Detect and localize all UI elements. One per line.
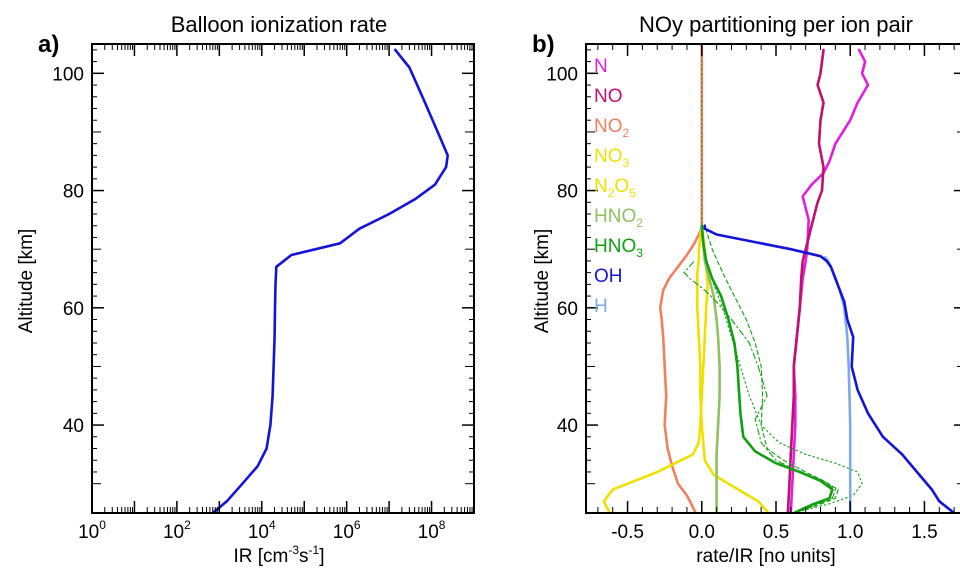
y-tick-label-a-1: 60: [63, 299, 84, 320]
series-line-b-5: [700, 224, 721, 513]
panel-b-noy-partitioning: b) NOy partitioning per ion pair Altitud…: [532, 12, 960, 567]
panel-label-b: b): [532, 31, 555, 58]
tick-group-a: 100 102 104 106 108 40 60 80 100: [52, 44, 474, 543]
legend-entry-6: HNO3: [594, 236, 643, 260]
series-line-b-9: [701, 44, 863, 513]
legend-entry-8: H: [594, 296, 608, 317]
x-tick-label-a-3: 106: [333, 518, 361, 543]
x-axis-label-b: rate/IR [no units]: [696, 546, 835, 567]
x-tick-label-b-0: -0.5: [611, 522, 644, 543]
series-line-b-1: [786, 48, 825, 513]
legend-entry-1: NO: [594, 86, 623, 107]
series-line-b-10: [823, 256, 852, 513]
y-tick-label-a-2: 80: [63, 182, 84, 203]
y-tick-label-b-1: 60: [557, 299, 578, 320]
series-line-b-8: [683, 260, 836, 513]
series-line-b-7: [704, 225, 839, 513]
legend-entry-2: NO2: [594, 116, 630, 140]
series-line-a-0: [211, 48, 450, 513]
series-group-a: [211, 48, 450, 513]
chart-title-a: Balloon ionization rate: [171, 12, 387, 37]
legend-entry-4: N2O5: [594, 176, 636, 200]
y-axis-label-b: Altitude [km]: [532, 229, 553, 334]
x-tick-label-b-4: 1.5: [911, 522, 937, 543]
y-axis-label-a: Altitude [km]: [16, 229, 37, 334]
legend-b: N NO NO2 NO3 N2O5 HNO2 HNO3 OH H: [594, 56, 643, 317]
y-tick-label-b-2: 80: [557, 182, 578, 203]
tick-group-b: -0.5 0.0 0.5 1.0 1.5 40 60 80 100: [546, 44, 960, 543]
series-line-b-2: [658, 44, 704, 513]
series-line-b-3: [695, 224, 770, 513]
series-line-b-11: [703, 224, 956, 513]
x-axis-label-a: IR [cm-3s-1]: [233, 543, 324, 567]
y-tick-label-a-3: 100: [52, 64, 84, 85]
legend-entry-3: NO3: [594, 146, 630, 170]
y-tick-label-b-3: 100: [546, 64, 578, 85]
x-tick-label-a-1: 102: [163, 518, 191, 543]
series-line-b-6: [700, 224, 834, 513]
plot-frame-a: [91, 43, 475, 514]
legend-entry-0: N: [594, 56, 608, 77]
x-tick-label-b-1: 0.0: [689, 522, 715, 543]
x-tick-label-b-2: 0.5: [763, 522, 789, 543]
panel-label-a: a): [38, 31, 59, 58]
legend-entry-7: OH: [594, 266, 623, 287]
x-tick-label-a-0: 100: [78, 518, 106, 543]
x-tick-label-b-3: 1.0: [837, 522, 863, 543]
series-group-b: [602, 44, 956, 513]
chart-title-b: NOy partitioning per ion pair: [639, 12, 913, 37]
y-tick-label-b-0: 40: [557, 416, 578, 437]
legend-entry-5: HNO2: [594, 206, 643, 230]
x-tick-label-a-4: 108: [418, 518, 446, 543]
panel-a-ionization-rate: a) Balloon ionization rate Altitude [km]…: [16, 12, 475, 567]
x-tick-label-a-2: 104: [248, 518, 276, 543]
series-line-b-0: [789, 48, 870, 513]
y-tick-label-a-0: 40: [63, 416, 84, 437]
plot-frame-b: [585, 43, 960, 514]
